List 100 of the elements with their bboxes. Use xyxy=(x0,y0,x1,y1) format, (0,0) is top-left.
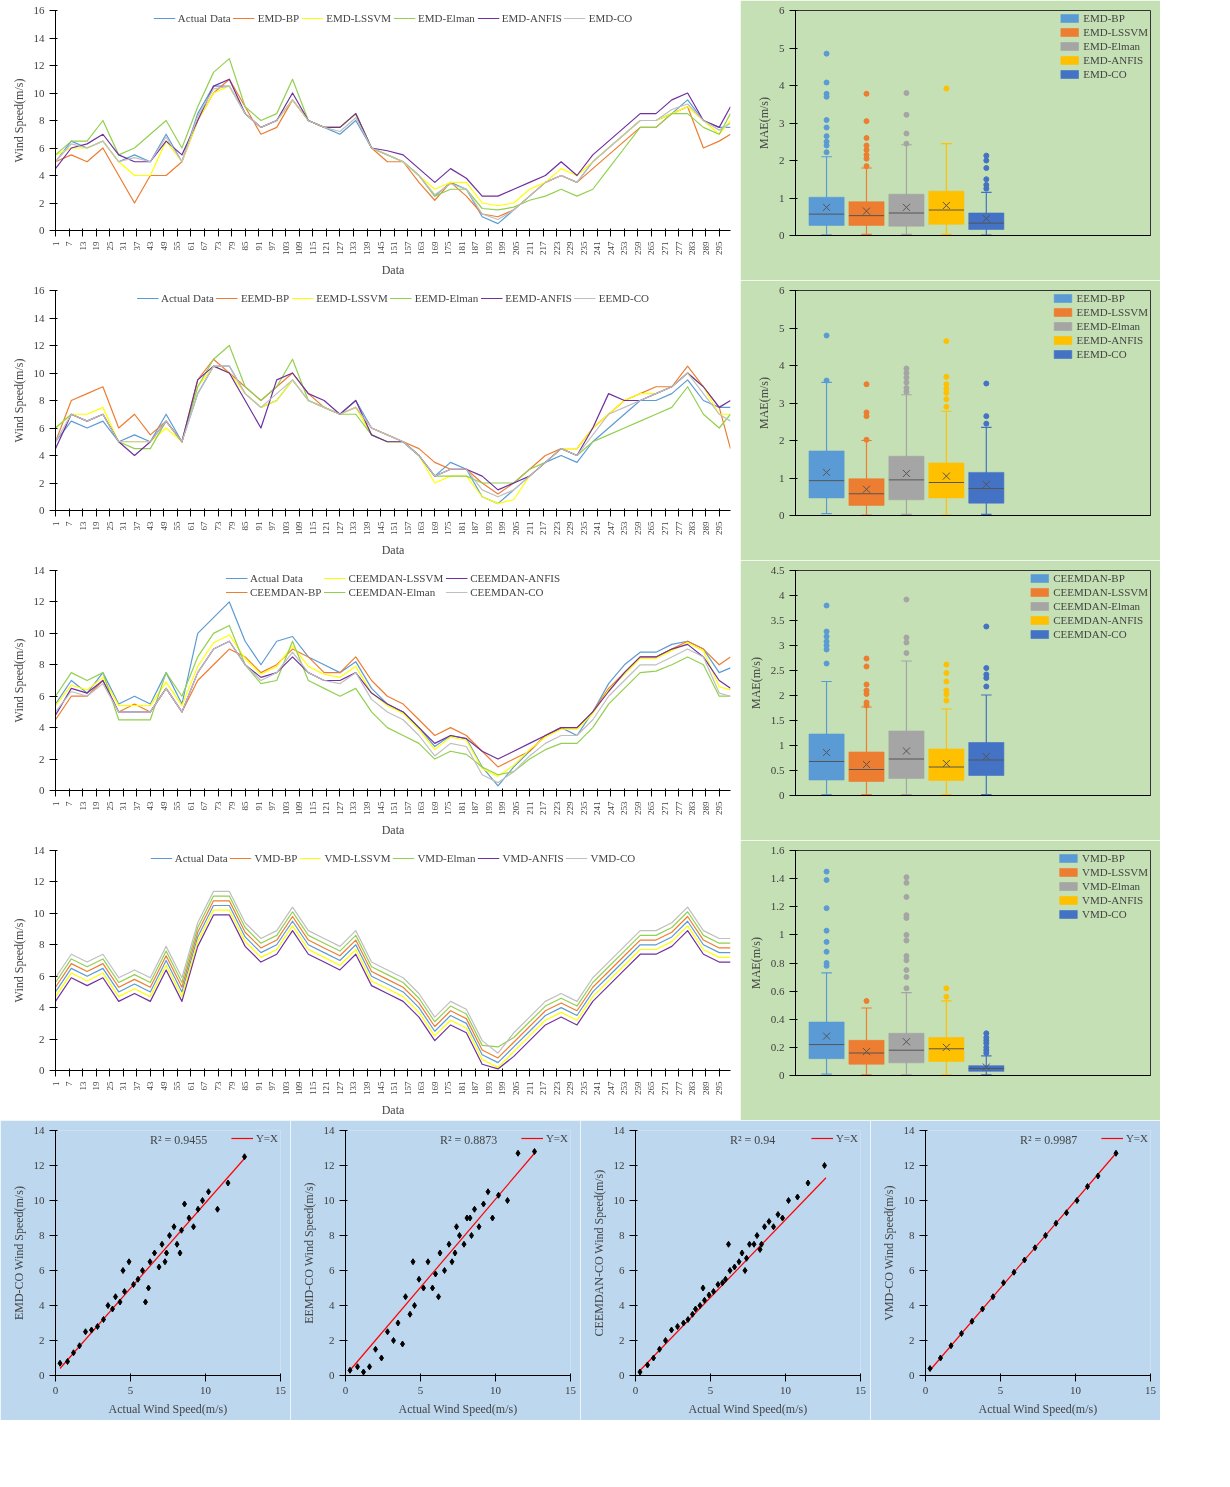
legend-label: Actual Data xyxy=(161,292,214,304)
x-tick-label: 7 xyxy=(64,1081,75,1086)
x-tick-label: 15 xyxy=(1145,1383,1157,1396)
legend-label: VMD-CO xyxy=(1081,908,1127,920)
x-tick-label: 283 xyxy=(687,1081,698,1095)
x-tick-label: 199 xyxy=(497,1081,508,1095)
x-tick-label: 265 xyxy=(646,521,657,535)
x-tick-label: 241 xyxy=(592,521,603,535)
x-tick-label: 1 xyxy=(50,1081,61,1086)
y-axis-title: VMD-CO Wind Speed(m/s) xyxy=(881,1185,896,1321)
x-tick-label: 31 xyxy=(118,241,129,251)
x-tick-label: 121 xyxy=(321,241,332,255)
x-tick-label: 1 xyxy=(50,241,61,246)
x-axis-title: Data xyxy=(381,263,405,277)
x-tick-label: 271 xyxy=(660,1081,671,1095)
legend-label: VMD-CO xyxy=(590,852,636,864)
x-tick-label: 193 xyxy=(483,1081,494,1095)
legend-label: EEMD-BP xyxy=(1076,292,1125,304)
y-tick-label: 12 xyxy=(33,59,45,71)
legend-label: EMD-Elman xyxy=(418,12,475,24)
legend-label: EEMD-ANFIS xyxy=(505,292,572,304)
x-axis-title: Data xyxy=(381,543,405,557)
legend-label: CEEMDAN-CO xyxy=(1053,628,1127,640)
x-tick-label: 181 xyxy=(456,241,467,255)
x-tick-label: 19 xyxy=(91,1081,102,1091)
x-tick-label: 7 xyxy=(64,801,75,806)
x-tick-label: 163 xyxy=(416,1081,427,1095)
y-tick-label: 14 xyxy=(33,844,45,856)
x-tick-label: 229 xyxy=(565,241,576,255)
x-tick-label: 15 xyxy=(565,1383,577,1396)
annotation: R² = 0.94 xyxy=(730,1132,776,1147)
x-tick-label: 289 xyxy=(700,241,711,255)
x-tick-label: 139 xyxy=(362,241,373,255)
x-tick-label: 0 xyxy=(632,1383,639,1396)
y-axis-title: Wind Speed(m/s) xyxy=(11,918,26,1003)
legend-label: EMD-LSSVM xyxy=(326,12,392,24)
x-tick-label: 85 xyxy=(240,521,251,531)
x-tick-label: 49 xyxy=(158,521,169,531)
x-tick-label: 277 xyxy=(673,1081,684,1095)
y-tick-label: 12 xyxy=(33,1159,45,1171)
legend-label: EMD-BP xyxy=(1083,12,1125,24)
x-tick-label: 25 xyxy=(104,241,115,251)
y-tick-label: 10 xyxy=(33,1194,45,1206)
x-tick-label: 0 xyxy=(342,1383,349,1396)
x-tick-label: 43 xyxy=(145,801,156,811)
y-axis-title: Wind Speed(m/s) xyxy=(11,638,26,723)
x-tick-label: 295 xyxy=(714,801,725,815)
y-tick-label: 1 xyxy=(779,739,785,751)
y-tick-label: 12 xyxy=(33,875,45,888)
y-tick-label: 2 xyxy=(39,196,45,209)
legend-label: CEEMDAN-ANFIS xyxy=(1053,614,1144,626)
x-tick-label: 91 xyxy=(253,521,264,531)
legend-label: EEMD-CO xyxy=(1076,348,1127,360)
legend-label: EEMD-Elman xyxy=(414,292,479,304)
y-tick-label: 6 xyxy=(329,1264,335,1276)
x-tick-label: 139 xyxy=(362,521,373,535)
x-tick-label: 157 xyxy=(402,521,413,535)
legend-label: Actual Data xyxy=(249,572,303,584)
legend-label: CEEMDAN-BP xyxy=(1053,572,1125,584)
x-tick-label: 5 xyxy=(707,1383,714,1396)
x-tick-label: 133 xyxy=(348,1081,359,1095)
y-tick-label: 10 xyxy=(33,626,45,639)
x-tick-label: 97 xyxy=(267,1081,278,1091)
x-tick-label: 109 xyxy=(294,521,305,535)
legend-label: EMD-Elman xyxy=(1083,40,1141,52)
legend-label: CEEMDAN-Elman xyxy=(1053,600,1141,612)
x-tick-label: 15 xyxy=(855,1383,867,1396)
x-tick-label: 253 xyxy=(619,1081,630,1095)
x-tick-label: 97 xyxy=(267,241,278,251)
x-tick-label: 145 xyxy=(375,801,386,815)
legend-label: Actual Data xyxy=(177,12,231,24)
y-tick-label: 6 xyxy=(619,1264,625,1276)
y-axis-title: EEMD-CO Wind Speed(m/s) xyxy=(301,1182,316,1324)
x-tick-label: 265 xyxy=(646,241,657,255)
annotation: R² = 0.8873 xyxy=(440,1132,498,1147)
y-tick-label: 2 xyxy=(39,1334,45,1346)
x-tick-label: 205 xyxy=(511,521,522,535)
x-tick-label: 19 xyxy=(91,801,102,811)
x-tick-label: 55 xyxy=(172,1081,183,1091)
x-tick-label: 67 xyxy=(199,1081,210,1091)
x-tick-label: 85 xyxy=(240,1081,251,1091)
x-axis-title: Actual Wind Speed(m/s) xyxy=(978,1401,1098,1416)
y-tick-label: 5 xyxy=(779,41,785,54)
x-tick-label: 133 xyxy=(348,801,359,815)
y-tick-label: 6 xyxy=(39,421,45,434)
x-tick-label: 115 xyxy=(307,1081,318,1095)
x-tick-label: 187 xyxy=(470,1081,481,1095)
x-tick-label: 175 xyxy=(443,241,454,255)
x-tick-label: 253 xyxy=(619,241,630,255)
x-tick-label: 109 xyxy=(294,1081,305,1095)
y-tick-label: 10 xyxy=(33,906,45,919)
y-tick-label: 8 xyxy=(39,938,45,951)
x-tick-label: 10 xyxy=(1070,1383,1082,1396)
legend-label: VMD-LSSVM xyxy=(1081,866,1148,878)
y-tick-label: 10 xyxy=(903,1194,915,1206)
annotation: R² = 0.9455 xyxy=(150,1132,208,1147)
x-tick-label: 61 xyxy=(185,521,196,531)
x-tick-label: 49 xyxy=(158,801,169,811)
legend-label: Y=X xyxy=(545,1132,568,1144)
x-tick-label: 259 xyxy=(632,521,643,535)
